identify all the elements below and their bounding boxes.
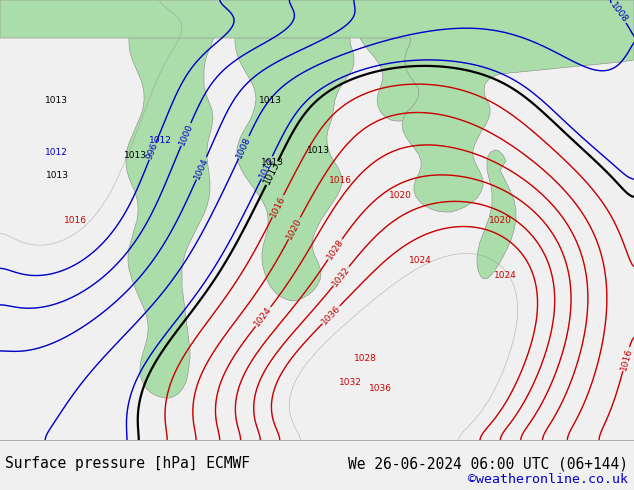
Text: 1020: 1020 <box>489 216 512 224</box>
Polygon shape <box>168 0 365 301</box>
Text: Surface pressure [hPa] ECMWF: Surface pressure [hPa] ECMWF <box>5 456 250 471</box>
Text: 1013: 1013 <box>262 160 282 186</box>
Text: 1016: 1016 <box>328 175 351 185</box>
Text: 996: 996 <box>145 141 160 161</box>
Text: 1000: 1000 <box>178 122 195 147</box>
Text: We 26-06-2024 06:00 UTC (06+144): We 26-06-2024 06:00 UTC (06+144) <box>347 456 628 471</box>
Text: 1032: 1032 <box>330 265 352 288</box>
Text: 1016: 1016 <box>269 194 287 219</box>
Text: 1013: 1013 <box>259 96 281 104</box>
Text: 1012: 1012 <box>258 155 276 180</box>
Text: 1013: 1013 <box>124 150 146 160</box>
Text: 1024: 1024 <box>252 305 274 328</box>
Text: 1008: 1008 <box>608 1 629 25</box>
Polygon shape <box>126 0 215 398</box>
Text: 1013: 1013 <box>46 171 68 179</box>
Text: 1036: 1036 <box>320 303 342 326</box>
Text: 1013: 1013 <box>306 146 330 154</box>
Text: 1012: 1012 <box>44 147 67 156</box>
Text: 1016: 1016 <box>619 347 633 371</box>
Text: 1024: 1024 <box>494 270 516 279</box>
Text: 1012: 1012 <box>148 136 171 145</box>
Polygon shape <box>0 0 634 212</box>
Text: 1032: 1032 <box>339 377 361 387</box>
Polygon shape <box>350 0 442 121</box>
Text: 1024: 1024 <box>409 255 431 265</box>
Text: 1013: 1013 <box>261 157 283 167</box>
Text: ©weatheronline.co.uk: ©weatheronline.co.uk <box>468 473 628 486</box>
Text: 1008: 1008 <box>235 135 253 160</box>
Text: 1004: 1004 <box>193 156 210 181</box>
Text: 1028: 1028 <box>354 353 377 363</box>
Polygon shape <box>477 150 516 279</box>
Text: 1020: 1020 <box>389 191 411 199</box>
Text: 1016: 1016 <box>63 216 86 224</box>
Text: 1028: 1028 <box>325 237 345 261</box>
Text: 1036: 1036 <box>368 384 392 392</box>
Text: 1013: 1013 <box>44 96 67 104</box>
Text: 1020: 1020 <box>285 216 304 241</box>
